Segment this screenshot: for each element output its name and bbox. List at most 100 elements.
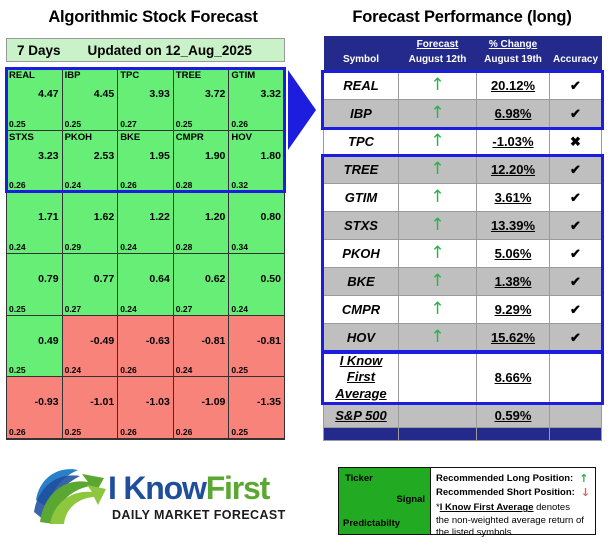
forecast-cell: TPC 3.93 0.27 <box>118 69 174 131</box>
forecast-cell-predictability: 0.25 <box>9 365 26 376</box>
row-symbol: CMPR <box>323 295 399 324</box>
row-forecast-signal: ↑ <box>398 323 477 352</box>
row-change: 6.98% <box>476 99 550 128</box>
forecast-cell: -0.81 0.24 <box>173 315 230 378</box>
forecast-cell: REAL 4.47 0.25 <box>7 69 63 131</box>
up-arrow-icon: ↑ <box>430 187 445 207</box>
row-symbol: REAL <box>323 71 399 100</box>
up-arrow-icon: ↑ <box>430 215 445 235</box>
forecast-cell-ticker: REAL <box>9 70 35 81</box>
table-row[interactable]: TREE ↑ 12.20% ✔ <box>323 155 602 184</box>
forecast-cell-predictability: 0.24 <box>9 242 26 252</box>
forecast-cell-signal: 1.80 <box>260 149 281 162</box>
forecast-cell: -0.63 0.26 <box>118 315 174 378</box>
row-change: 13.39% <box>476 211 550 240</box>
forecast-cell: -2.820.27 <box>173 439 230 440</box>
table-row[interactable]: PKOH ↑ 5.06% ✔ <box>323 239 602 268</box>
col-header-forecast-date: August 12th <box>408 53 467 65</box>
forecast-performance-panel: Forecast Performance (long) Symbol Forec… <box>312 0 612 545</box>
table-row[interactable]: BKE ↑ 1.38% ✔ <box>323 267 602 296</box>
forecast-cell: 0.62 0.27 <box>173 254 230 316</box>
forecast-cell-signal: 4.45 <box>93 88 115 100</box>
legend-ticker-label: Ticker <box>345 473 373 484</box>
logo-name-blue: I Know <box>108 470 207 506</box>
table-row[interactable]: REAL ↑ 20.12% ✔ <box>323 71 602 100</box>
table-header-row: Symbol Forecast August 12th % Change Aug… <box>323 36 602 72</box>
table-row[interactable]: STXS ↑ 13.39% ✔ <box>323 211 602 240</box>
forecast-cell-predictability: 0.27 <box>175 303 193 314</box>
average-label-line2: Average <box>335 385 387 401</box>
forecast-cell-ticker: TPC <box>120 70 140 81</box>
row-accuracy: ✔ <box>549 71 602 100</box>
forecast-cell-predictability: 0.24 <box>175 365 193 376</box>
forecast-cell-predictability: 0.34 <box>231 242 248 252</box>
row-symbol: BKE <box>323 267 399 296</box>
col-header-change: % Change August 19th <box>476 36 550 72</box>
row-accuracy: ✔ <box>549 99 602 128</box>
table-row[interactable]: GTIM ↑ 3.61% ✔ <box>323 183 602 212</box>
legend-short-line: Recommended Short Position: ↓ <box>436 486 591 500</box>
forecast-cell-signal: 0.62 <box>204 273 226 285</box>
legend-note-rest: denotes <box>533 502 570 514</box>
forecast-cell: -0.93 0.26 <box>7 377 63 439</box>
logo-wordmark: I KnowFirst <box>108 470 270 507</box>
row-change: 1.38% <box>476 267 550 296</box>
average-label-line1: I Know First <box>339 353 383 385</box>
i-know-first-logo: I KnowFirst DAILY MARKET FORECAST <box>34 462 285 536</box>
up-arrow-icon: ↑ <box>430 103 445 123</box>
row-change: -1.03% <box>476 127 550 156</box>
forecast-cell-predictability: 0.26 <box>175 427 193 437</box>
forecast-cell-predictability: 0.25 <box>231 427 248 437</box>
forecast-cell-ticker: GTIM <box>231 70 256 81</box>
row-symbol: STXS <box>323 211 399 240</box>
forecast-cell-predictability: 0.25 <box>231 365 248 376</box>
forecast-cell-signal: 0.49 <box>38 334 59 347</box>
row-change: 3.61% <box>476 183 550 212</box>
footer-bar-cell <box>323 426 399 441</box>
table-row[interactable]: CMPR ↑ 9.29% ✔ <box>323 295 602 324</box>
up-arrow-icon: ↑ <box>430 159 445 179</box>
legend-note-prefix: * <box>436 502 440 514</box>
up-arrow-icon: ↑ <box>430 131 445 151</box>
forecast-cell-signal: 4.47 <box>38 88 59 100</box>
row-forecast-signal: ↑ <box>398 155 477 184</box>
table-row[interactable]: IBP ↑ 6.98% ✔ <box>323 99 602 128</box>
row-forecast-signal: ↑ <box>398 239 477 268</box>
forecast-cell-signal: -1.35 <box>257 396 281 409</box>
col-header-change-sub: % Change <box>488 39 538 50</box>
row-accuracy: ✖ <box>549 127 602 156</box>
row-change: 15.62% <box>476 323 550 352</box>
forecast-cell-signal: 0.64 <box>149 273 170 285</box>
forecast-cell: -0.49 0.24 <box>62 315 119 378</box>
forecast-cell: STXS 3.23 0.26 <box>7 130 63 193</box>
forecast-cell: 1.22 0.24 <box>118 192 174 254</box>
forecast-cell-predictability: 0.25 <box>175 118 193 129</box>
performance-table-body: REAL ↑ 20.12% ✔ IBP ↑ 6.98% ✔ TPC ↑ -1.03% ✖ TREE ↑ 12… <box>323 71 602 441</box>
forecast-cell-predictability: 0.26 <box>9 180 26 191</box>
forecast-cell-signal: 1.95 <box>149 149 170 162</box>
forecast-cell-signal: 3.93 <box>149 88 170 100</box>
average-accuracy-blank <box>549 351 602 404</box>
legend-note-line3: the listed symbols <box>436 526 512 538</box>
logo-swoosh-icon <box>34 469 106 524</box>
forecast-cell-predictability: 0.25 <box>9 303 26 314</box>
forecast-cell: -1.09 0.26 <box>173 377 230 439</box>
forecast-cell: PKOH 2.53 0.24 <box>62 130 119 193</box>
forecast-cell-signal: -0.63 <box>145 334 170 347</box>
legend-short-label: Recommended Short Position: <box>436 487 575 499</box>
table-row[interactable]: TPC ↑ -1.03% ✖ <box>323 127 602 156</box>
forecast-cell-predictability: 0.24 <box>120 242 137 252</box>
col-header-change-date: August 19th <box>484 53 542 65</box>
row-forecast-signal: ↑ <box>398 71 477 100</box>
forecast-cell: -3.040.24 <box>229 439 285 440</box>
forecast-cell: 0.77 0.27 <box>62 254 119 316</box>
flow-arrow-icon <box>288 70 316 150</box>
forecast-cell-ticker: CMPR <box>175 131 204 143</box>
performance-table: Symbol Forecast August 12th % Change Aug… <box>323 36 602 441</box>
table-row[interactable]: HOV ↑ 15.62% ✔ <box>323 323 602 352</box>
forecast-cell-predictability: 0.25 <box>64 118 82 129</box>
forecast-cell-signal: 3.23 <box>38 149 59 162</box>
forecast-cell: 0.80 0.34 <box>229 192 285 254</box>
forecast-cell-ticker: PKOH <box>64 131 93 143</box>
row-forecast-signal: ↑ <box>398 295 477 324</box>
